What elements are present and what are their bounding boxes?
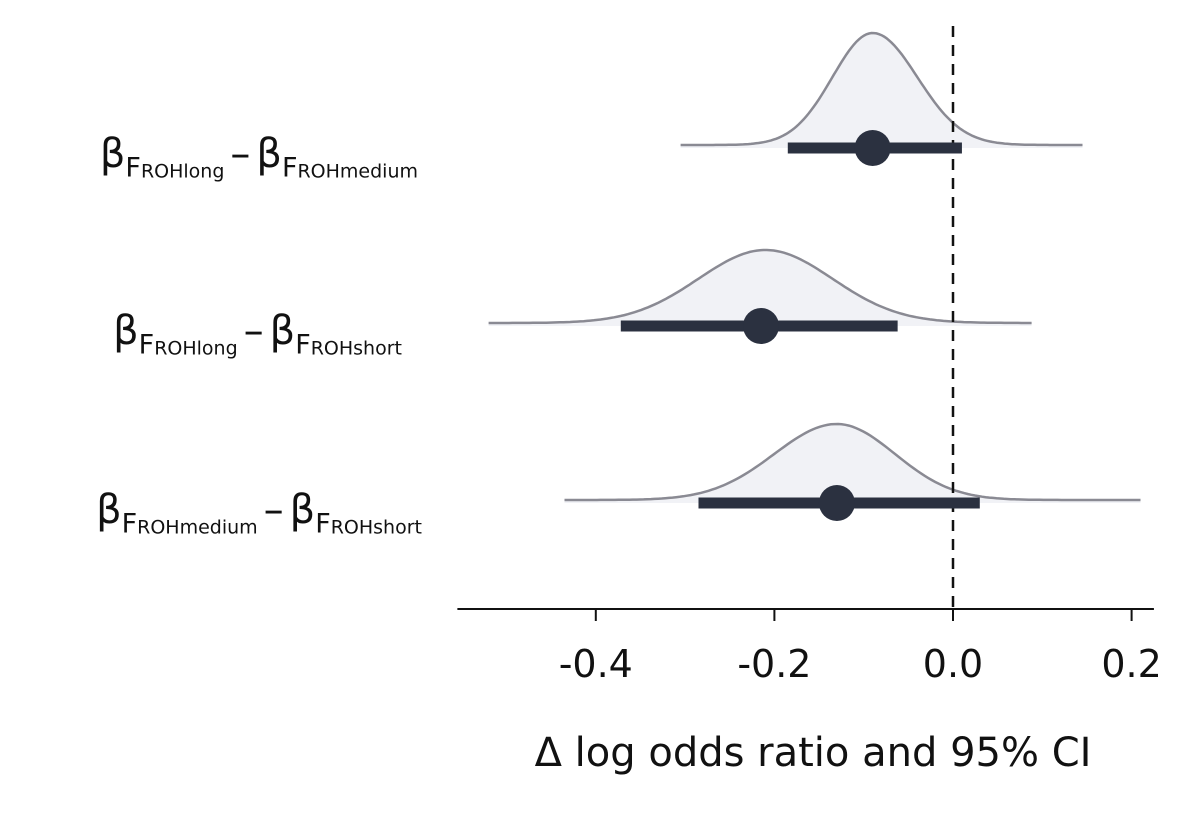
point-estimate-2 [743, 308, 780, 344]
point-estimate-1 [854, 130, 891, 166]
density-curve-2 [488, 248, 1032, 325]
density-layer [488, 31, 1141, 503]
density-curve-1 [680, 31, 1083, 147]
x-tick-label-4: 0.2 [1101, 642, 1161, 686]
x-tick-label-1: -0.4 [559, 642, 633, 686]
row-label-long-short: βFROHlong – βFROHshort [113, 308, 402, 361]
interval-layer [620, 130, 980, 521]
density-fill-2 [488, 250, 1032, 326]
point-estimate-3 [818, 485, 855, 521]
density-fill-1 [680, 33, 1083, 148]
x-tick-label-3: 0.0 [923, 642, 983, 686]
row-label-long-medium: βFROHlong – βFROHmedium [99, 131, 418, 184]
x-axis-title: Δ log odds ratio and 95% CI [535, 730, 1092, 776]
x-axis-ticks: -0.4 -0.2 0.0 0.2 [559, 609, 1162, 686]
row-label-medium-short: βFROHmedium – βFROHshort [96, 487, 422, 540]
density-fill-3 [564, 424, 1141, 503]
density-curve-3 [564, 422, 1141, 502]
x-tick-label-2: -0.2 [737, 642, 811, 686]
